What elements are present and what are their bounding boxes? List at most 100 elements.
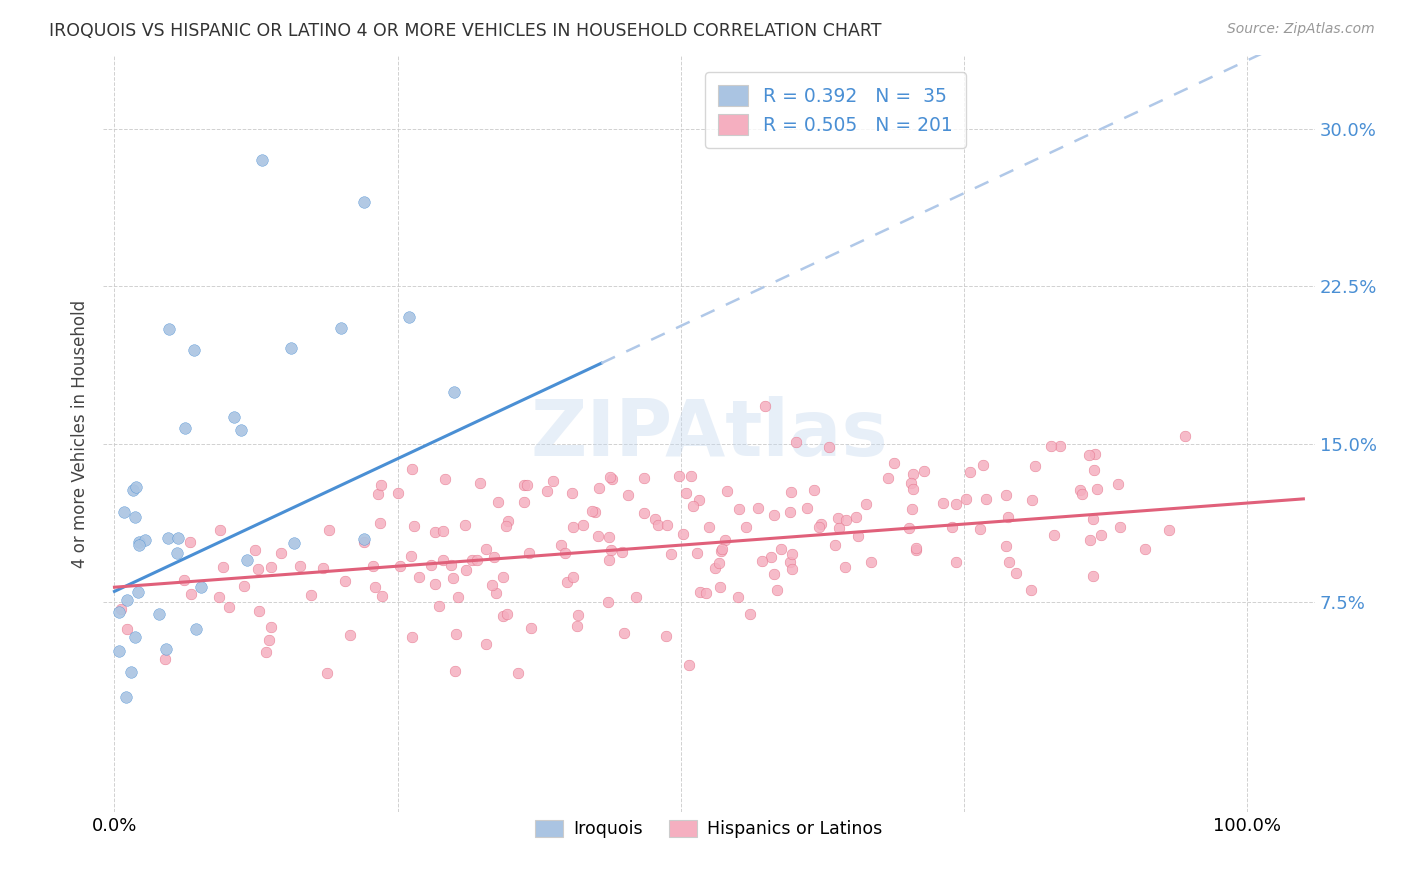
- Point: [157, 321, 180, 335]
- Point: [222, 409, 245, 424]
- Point: [659, 547, 682, 561]
- Point: [1090, 528, 1112, 542]
- Point: [1070, 486, 1092, 500]
- Point: [932, 496, 955, 510]
- Point: [803, 483, 825, 498]
- Point: [818, 440, 841, 454]
- Point: [945, 497, 967, 511]
- Point: [598, 530, 620, 544]
- Point: [485, 586, 508, 600]
- Point: [470, 476, 492, 491]
- Point: [516, 478, 538, 492]
- Point: [759, 549, 782, 564]
- Point: [903, 483, 925, 497]
- Point: [561, 520, 583, 534]
- Point: [401, 462, 423, 476]
- Point: [107, 644, 129, 658]
- Point: [998, 555, 1021, 569]
- Point: [190, 581, 212, 595]
- Point: [740, 607, 762, 621]
- Point: [596, 595, 619, 609]
- Point: [134, 533, 156, 547]
- Point: [508, 665, 530, 680]
- Point: [218, 600, 240, 615]
- Point: [1049, 439, 1071, 453]
- Point: [339, 628, 361, 642]
- Point: [782, 562, 804, 576]
- Point: [695, 586, 717, 600]
- Point: [329, 320, 352, 334]
- Point: [941, 520, 963, 534]
- Point: [245, 543, 267, 558]
- Point: [633, 471, 655, 485]
- Point: [581, 504, 603, 518]
- Point: [148, 607, 170, 621]
- Point: [229, 423, 252, 437]
- Point: [247, 604, 270, 618]
- Point: [877, 471, 900, 485]
- Point: [513, 478, 536, 492]
- Point: [1043, 528, 1066, 542]
- Point: [668, 469, 690, 483]
- Point: [443, 664, 465, 678]
- Point: [475, 637, 498, 651]
- Point: [312, 560, 335, 574]
- Point: [389, 559, 412, 574]
- Point: [257, 632, 280, 647]
- Point: [536, 484, 558, 499]
- Point: [207, 590, 229, 604]
- Point: [1085, 482, 1108, 496]
- Point: [678, 658, 700, 673]
- Point: [128, 535, 150, 549]
- Point: [423, 524, 446, 539]
- Point: [1021, 492, 1043, 507]
- Point: [686, 546, 709, 560]
- Point: [675, 485, 697, 500]
- Point: [671, 526, 693, 541]
- Point: [211, 560, 233, 574]
- Point: [402, 519, 425, 533]
- Point: [179, 534, 201, 549]
- Point: [550, 538, 572, 552]
- Point: [283, 536, 305, 550]
- Point: [561, 570, 583, 584]
- Point: [901, 467, 924, 481]
- Point: [250, 153, 273, 168]
- Point: [734, 519, 756, 533]
- Point: [728, 502, 751, 516]
- Point: [128, 538, 150, 552]
- Point: [184, 622, 207, 636]
- Point: [972, 458, 994, 472]
- Point: [247, 561, 270, 575]
- Point: [541, 474, 564, 488]
- Point: [408, 570, 430, 584]
- Point: [173, 574, 195, 588]
- Point: [779, 505, 801, 519]
- Point: [824, 538, 846, 552]
- Point: [333, 574, 356, 588]
- Point: [565, 618, 588, 632]
- Point: [883, 456, 905, 470]
- Point: [520, 621, 543, 635]
- Point: [492, 570, 515, 584]
- Point: [233, 579, 256, 593]
- Point: [371, 589, 394, 603]
- Point: [124, 631, 146, 645]
- Point: [613, 626, 636, 640]
- Point: [572, 518, 595, 533]
- Point: [387, 486, 409, 500]
- Point: [353, 195, 375, 210]
- Point: [904, 541, 927, 555]
- Point: [318, 523, 340, 537]
- Point: [647, 517, 669, 532]
- Point: [398, 310, 420, 324]
- Point: [299, 588, 322, 602]
- Point: [707, 556, 730, 570]
- Point: [828, 521, 851, 535]
- Point: [583, 505, 606, 519]
- Point: [598, 553, 620, 567]
- Point: [166, 546, 188, 560]
- Point: [174, 421, 197, 435]
- Point: [443, 385, 465, 400]
- Point: [766, 582, 789, 597]
